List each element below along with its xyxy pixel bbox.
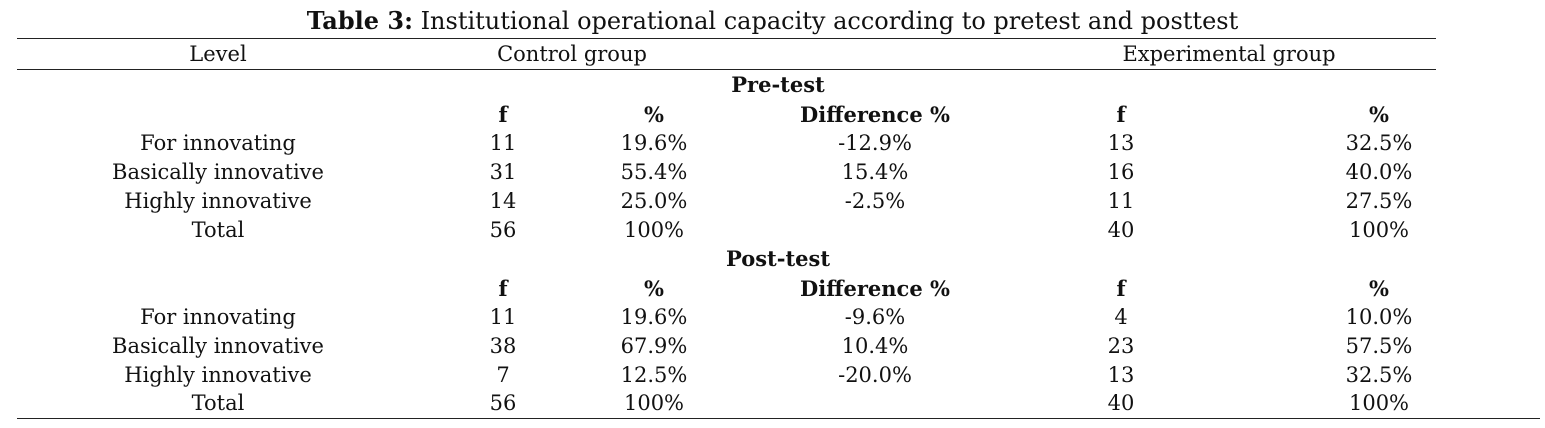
header-level: Level (189, 42, 247, 66)
row-level: For innovating (140, 305, 296, 329)
bottom-rule (17, 418, 1540, 419)
control-pct: 19.6% (620, 305, 688, 329)
table-row: For innovating 11 19.6% -9.6% 4 10.0% (0, 303, 1545, 332)
control-f: 11 (489, 131, 517, 155)
col-control-f: f (498, 276, 508, 301)
col-experimental-pct: % (1369, 276, 1389, 301)
experimental-pct: 32.5% (1345, 131, 1413, 155)
table-row: Highly innovative 14 25.0% -2.5% 11 27.5… (0, 187, 1545, 216)
experimental-pct: 27.5% (1345, 189, 1413, 213)
control-pct: 55.4% (620, 160, 688, 184)
row-level: For innovating (140, 131, 296, 155)
section-title-pretest: Pre-test (731, 72, 825, 97)
control-pct: 100% (623, 218, 685, 242)
experimental-f: 11 (1107, 189, 1135, 213)
experimental-f: 13 (1107, 363, 1135, 387)
experimental-f: 16 (1107, 160, 1135, 184)
row-level: Total (191, 391, 245, 415)
experimental-f: 40 (1107, 218, 1135, 242)
difference-pct: -9.6% (844, 305, 906, 329)
control-f: 11 (489, 305, 517, 329)
top-rule (17, 38, 1436, 39)
difference-pct: -12.9% (838, 131, 912, 155)
table-row-total: Total 56 100% 40 100% (0, 389, 1545, 418)
control-f: 31 (489, 160, 517, 184)
experimental-f: 23 (1107, 334, 1135, 358)
experimental-pct: 32.5% (1345, 363, 1413, 387)
col-experimental-f: f (1116, 276, 1126, 301)
experimental-f: 13 (1107, 131, 1135, 155)
section-title-posttest: Post-test (725, 246, 831, 271)
col-control-f: f (498, 102, 508, 127)
control-f: 38 (489, 334, 517, 358)
table-row: Highly innovative 7 12.5% -20.0% 13 32.5… (0, 361, 1545, 390)
table-caption-label: Table 3: (306, 6, 413, 35)
control-pct: 100% (623, 391, 685, 415)
difference-pct: 10.4% (841, 334, 909, 358)
experimental-f: 4 (1114, 305, 1128, 329)
experimental-pct: 40.0% (1345, 160, 1413, 184)
row-level: Highly innovative (124, 189, 312, 213)
difference-pct: -20.0% (838, 363, 912, 387)
row-level: Basically innovative (112, 334, 324, 358)
section-title-row: Post-test (0, 244, 1545, 273)
col-control-pct: % (644, 276, 664, 301)
table-row-total: Total 56 100% 40 100% (0, 216, 1545, 245)
control-f: 14 (489, 189, 517, 213)
table-row: For innovating 11 19.6% -12.9% 13 32.5% (0, 129, 1545, 158)
row-level: Basically innovative (112, 160, 324, 184)
experimental-pct: 57.5% (1345, 334, 1413, 358)
difference-pct: -2.5% (844, 189, 906, 213)
col-experimental-f: f (1116, 102, 1126, 127)
difference-pct: 15.4% (841, 160, 909, 184)
col-experimental-pct: % (1369, 102, 1389, 127)
header-experimental-group: Experimental group (1122, 42, 1336, 66)
control-f: 7 (496, 363, 510, 387)
col-difference: Difference % (800, 276, 950, 301)
control-pct: 12.5% (620, 363, 688, 387)
control-pct: 67.9% (620, 334, 688, 358)
table-row: Basically innovative 31 55.4% 15.4% 16 4… (0, 158, 1545, 187)
row-level: Total (191, 218, 245, 242)
col-difference: Difference % (800, 102, 950, 127)
column-header-row: f % Difference % f % (0, 274, 1545, 303)
experimental-f: 40 (1107, 391, 1135, 415)
experimental-pct: 100% (1348, 391, 1410, 415)
table-row: Basically innovative 38 67.9% 10.4% 23 5… (0, 332, 1545, 361)
table-caption-text: Institutional operational capacity accor… (420, 7, 1239, 35)
experimental-pct: 10.0% (1345, 305, 1413, 329)
col-control-pct: % (644, 102, 664, 127)
table-caption: Table 3: Institutional operational capac… (0, 6, 1545, 36)
row-level: Highly innovative (124, 363, 312, 387)
control-pct: 25.0% (620, 189, 688, 213)
experimental-pct: 100% (1348, 218, 1410, 242)
column-header-row: f % Difference % f % (0, 100, 1545, 129)
control-pct: 19.6% (620, 131, 688, 155)
control-f: 56 (489, 218, 517, 242)
header-control-group: Control group (497, 42, 647, 66)
header-row: Level Control group Experimental group (0, 40, 1545, 69)
control-f: 56 (489, 391, 517, 415)
section-title-row: Pre-test (0, 70, 1545, 99)
header-rule (17, 69, 1436, 70)
